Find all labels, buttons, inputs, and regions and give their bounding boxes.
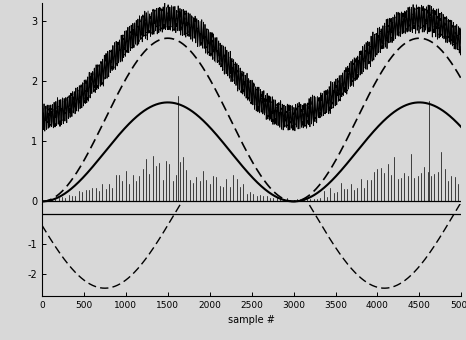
X-axis label: sample #: sample # <box>228 315 275 325</box>
